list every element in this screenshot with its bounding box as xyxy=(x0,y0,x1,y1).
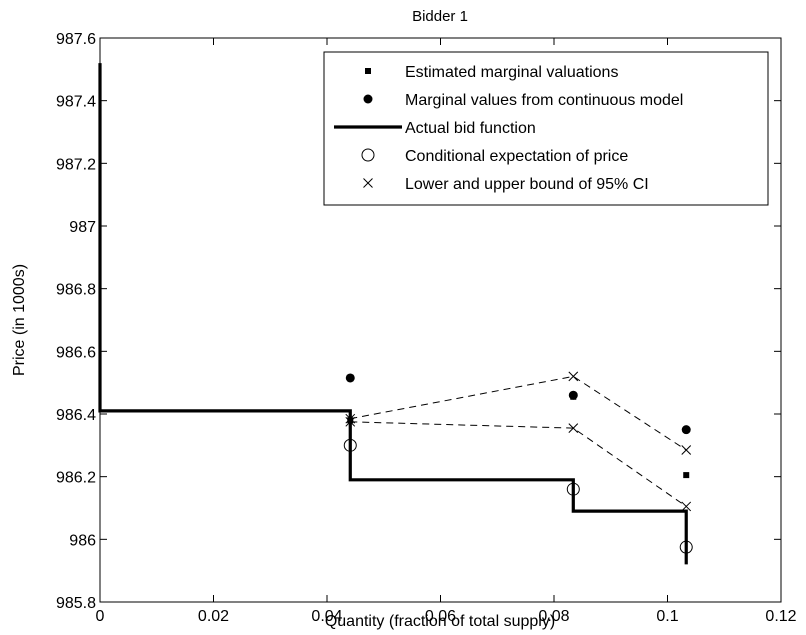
legend-marker-dot xyxy=(363,94,373,104)
y-tick-label: 985.8 xyxy=(56,595,96,612)
legend-marker-circle xyxy=(361,148,375,162)
ci-lower-point-stroke xyxy=(345,416,356,427)
x-tick-label: 0.08 xyxy=(538,608,569,625)
x-tick-label: 0.02 xyxy=(198,608,229,625)
legend-marker-x-stroke xyxy=(363,178,373,188)
conditional-expectation-point xyxy=(679,540,693,554)
ci-upper-point xyxy=(345,413,356,424)
ci-upper-point-stroke xyxy=(681,445,692,455)
x-tick-label: 0.06 xyxy=(425,608,456,625)
ci-lower-point xyxy=(345,416,356,427)
bid-function-line xyxy=(98,63,688,565)
legend-marker-square xyxy=(365,68,371,74)
x-tick-label: 0 xyxy=(96,608,105,625)
estimated-valuation-point xyxy=(347,417,354,424)
x-tick-label: 0.04 xyxy=(311,608,342,625)
estimated-valuation-point xyxy=(683,472,690,479)
ci-upper-point xyxy=(681,445,692,455)
legend-label: Estimated marginal valuations xyxy=(405,64,618,81)
ci-lower-point xyxy=(681,501,692,512)
ci-lower-line xyxy=(350,421,687,507)
continuous-model-point xyxy=(345,373,355,383)
legend-label: Lower and upper bound of 95% CI xyxy=(405,176,649,193)
y-tick-label: 987 xyxy=(69,219,96,236)
y-tick-label: 987.4 xyxy=(56,94,96,111)
conditional-expectation-point xyxy=(343,438,357,452)
data-markers xyxy=(343,371,693,554)
y-tick-label: 986.4 xyxy=(56,407,96,424)
x-tick-label: 0.1 xyxy=(656,608,678,625)
legend: Estimated marginal valuations Marginal va… xyxy=(323,51,769,206)
y-tick-label: 986.2 xyxy=(56,470,96,487)
ci-upper-point xyxy=(568,371,579,382)
ci-lower-point xyxy=(568,423,579,433)
continuous-model-point xyxy=(681,425,691,435)
y-tick-label: 986.8 xyxy=(56,282,96,299)
x-tick-label: 0.12 xyxy=(765,608,796,625)
ci-upper-point-stroke xyxy=(568,371,579,382)
ci-upper-point-stroke xyxy=(345,413,356,424)
ci-upper-line xyxy=(350,375,687,451)
legend-marker-x xyxy=(363,178,373,188)
legend-label: Marginal values from continuous model xyxy=(405,92,683,109)
conditional-expectation-point xyxy=(566,482,580,496)
y-tick-label: 986.6 xyxy=(56,344,96,361)
y-tick-label: 987.2 xyxy=(56,156,96,173)
ci-bound-lines xyxy=(350,375,687,507)
legend-label: Actual bid function xyxy=(405,120,536,137)
y-tick-label: 987.6 xyxy=(56,31,96,48)
legend-label: Conditional expectation of price xyxy=(405,148,628,165)
axis-ticks: 0 0.02 0.04 0.06 0.08 0.1 0.12 985.8 986 986.2 986… xyxy=(56,31,797,625)
ci-lower-point-stroke xyxy=(681,501,692,512)
x-axis-label: Quantity (fraction of total supply) xyxy=(325,613,555,630)
ci-lower-point-stroke xyxy=(568,423,579,433)
bid-function-step-line xyxy=(98,63,688,565)
y-tick-label: 986 xyxy=(69,532,96,549)
continuous-model-point xyxy=(568,390,578,400)
chart-title: Bidder 1 xyxy=(412,8,468,25)
y-axis-label: Price (in 1000s) xyxy=(11,264,28,376)
